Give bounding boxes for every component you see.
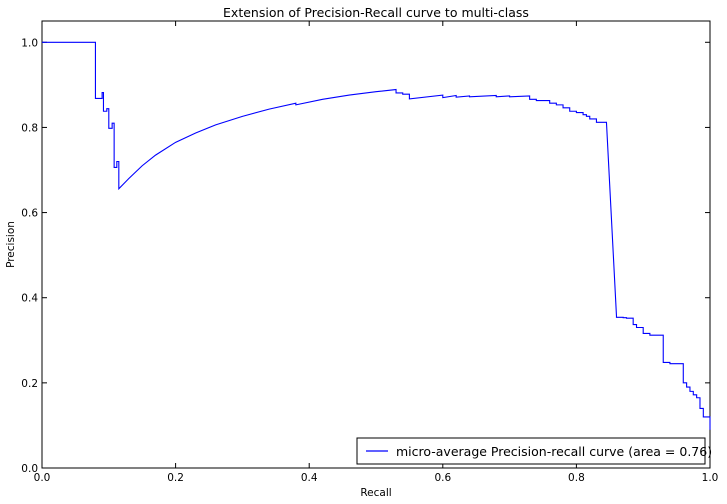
y-tick-label: 1.0 [21,37,38,49]
y-tick-label: 0.8 [21,122,38,134]
chart-title: Extension of Precision-Recall curve to m… [223,5,529,20]
x-tick-label: 0.2 [167,472,184,484]
series-layer [42,41,711,430]
x-tick-label: 0.8 [568,472,585,484]
x-axis-label: Recall [360,487,391,499]
y-axis-label: Precision [5,221,17,268]
y-tick-label: 0.0 [21,463,38,475]
series-line-micro-average [42,41,711,430]
plot-area: 0.0 0.2 0.4 0.6 0.8 1.0 0.0 0.2 0.4 0.6 0.8 1.0 [21,20,718,484]
ticks-layer: 0.0 0.2 0.4 0.6 0.8 1.0 0.0 0.2 0.4 0.6 0.8 1.0 [21,21,718,484]
y-tick-label: 0.2 [21,378,38,390]
x-tick-label: 0.0 [34,472,51,484]
x-tick-label: 0.6 [434,472,451,484]
legend-box [356,437,706,465]
legend: micro-average Precision-recall curve (ar… [356,437,712,465]
x-tick-label: 0.4 [301,472,318,484]
axis-labels: Recall Precision [5,221,392,499]
legend-entry-label: micro-average Precision-recall curve (ar… [396,444,712,459]
x-tick-label: 1.0 [702,472,719,484]
y-tick-label: 0.4 [21,293,38,305]
y-tick-label: 0.6 [21,208,38,220]
axes-frame [41,20,711,469]
